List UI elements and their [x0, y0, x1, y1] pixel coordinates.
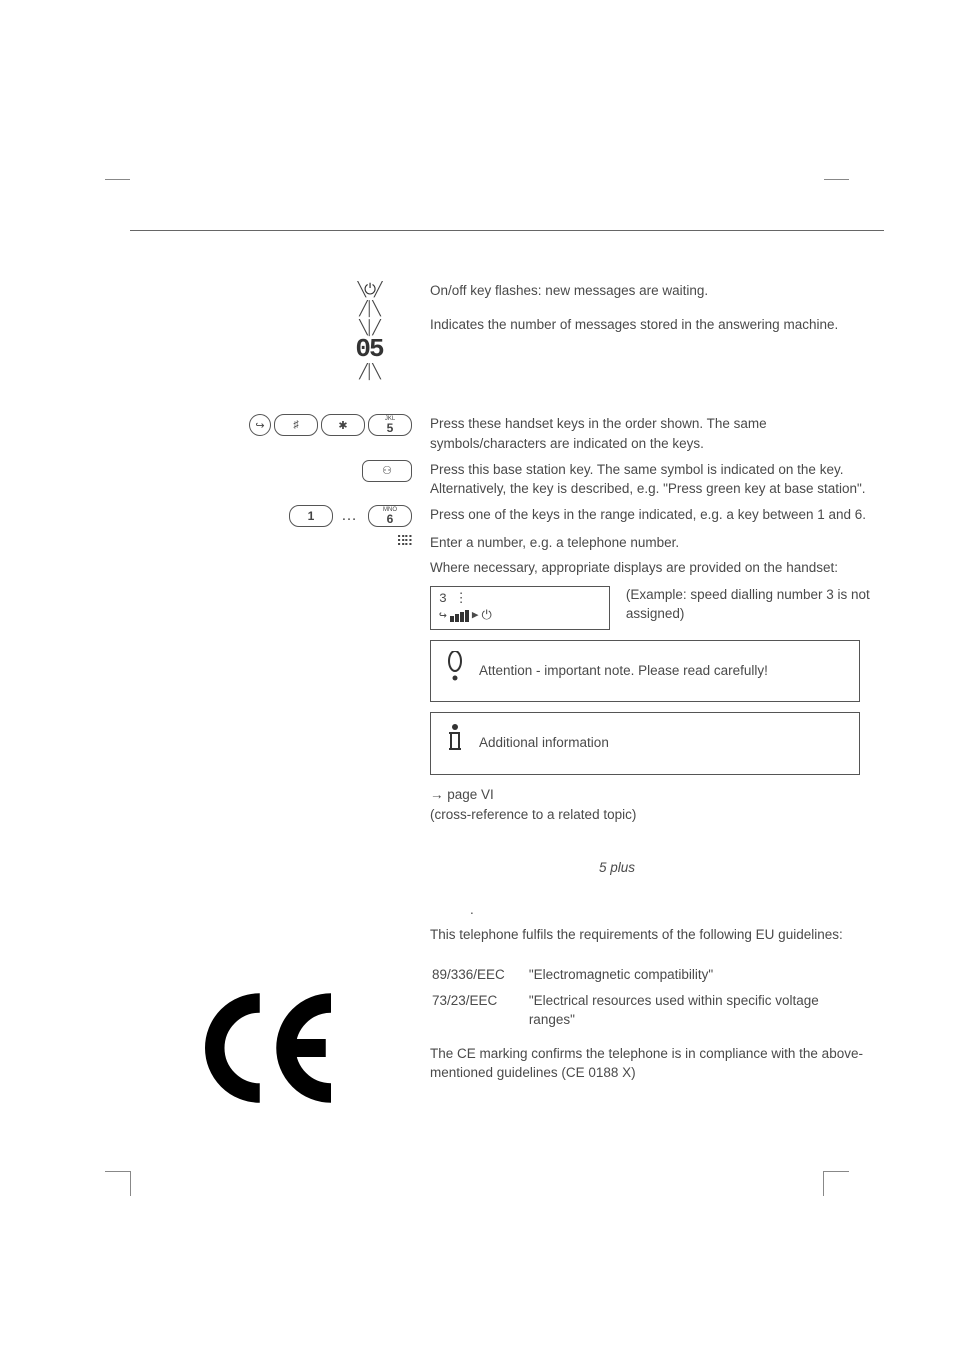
row-number: Enter a number, e.g. a telephone number. — [130, 533, 884, 553]
handset-display-example: 3 ⋮ ↪ ▶ ⏻ — [430, 586, 610, 630]
eu-intro: This telephone fulfils the requirements … — [430, 925, 884, 945]
info-box: Additional information — [430, 712, 860, 775]
attention-icon — [445, 651, 465, 692]
row-basekey: ⚇ Press this base station key. The same … — [130, 460, 884, 499]
eu-guidelines-table: 89/336/EEC "Electromagnetic compatibilit… — [430, 963, 884, 1036]
basekey-text: Press this base station key. The same sy… — [430, 460, 884, 499]
plus-text: 5 plus — [599, 860, 635, 875]
handset-key-5: JKL 5 — [368, 414, 412, 436]
ce-section: 89/336/EEC "Electromagnetic compatibilit… — [130, 963, 884, 1103]
table-row: 73/23/EEC "Electrical resources used wit… — [432, 991, 882, 1034]
row-dot: . — [130, 900, 884, 920]
row-keyseq: ↪ ♯ ✱ JKL 5 Press these handset keys in … — [130, 414, 884, 453]
row-eu-intro: This telephone fulfils the requirements … — [130, 925, 884, 945]
handset-key-redial: ↪ — [249, 414, 271, 436]
range-key-1: 1 — [289, 505, 333, 527]
base-station-key: ⚇ — [362, 460, 412, 482]
row-rangekeys: 1 … MNO 6 Press one of the keys in the r… — [130, 505, 884, 527]
row-displays-intro: Where necessary, appropriate displays ar… — [130, 558, 884, 578]
xref-block: → page VI (cross-reference to a related … — [430, 785, 884, 824]
lcd-count-text: Indicates the number of messages stored … — [430, 315, 884, 335]
lcd-count: 05 — [355, 338, 382, 361]
displays-intro: Where necessary, appropriate displays ar… — [430, 558, 884, 578]
lcd-display: ╲⏻╱ ╱│╲ ╲│╱ 05 ╱│╲ — [326, 281, 412, 380]
row-example: 3 ⋮ ↪ ▶ ⏻ (Example: speed dialling numbe… — [130, 586, 884, 825]
handset-key-star: ✱ — [321, 414, 365, 436]
attention-box: Attention - important note. Please read … — [430, 640, 860, 703]
info-text: Additional information — [479, 734, 609, 753]
page-content: ╲⏻╱ ╱│╲ ╲│╱ 05 ╱│╲ On/off key flashes: n… — [130, 230, 884, 1103]
lcd-flash-text: On/off key flashes: new messages are wai… — [430, 281, 884, 301]
ce-mark-icon — [196, 993, 346, 1103]
top-rule — [130, 230, 884, 231]
row-plus: 5 plus — [130, 858, 884, 878]
keypad-icon — [396, 533, 412, 549]
keyseq-text: Press these handset keys in the order sh… — [430, 414, 884, 453]
info-icon — [445, 723, 465, 764]
ellipsis: … — [341, 507, 357, 525]
number-text: Enter a number, e.g. a telephone number. — [430, 533, 884, 553]
range-key-6: MNO 6 — [368, 505, 412, 527]
power-icon: ⏻ — [364, 281, 374, 298]
example-caption: (Example: speed dialling number 3 is not… — [626, 586, 884, 624]
row-lcd: ╲⏻╱ ╱│╲ ╲│╱ 05 ╱│╲ On/off key flashes: n… — [130, 281, 884, 380]
table-row: 89/336/EEC "Electromagnetic compatibilit… — [432, 965, 882, 989]
handset-key-hash: ♯ — [274, 414, 318, 436]
rangekeys-text: Press one of the keys in the range indic… — [430, 505, 884, 527]
ce-compliance-text: The CE marking confirms the telephone is… — [430, 1044, 884, 1083]
attention-text: Attention - important note. Please read … — [479, 662, 768, 681]
